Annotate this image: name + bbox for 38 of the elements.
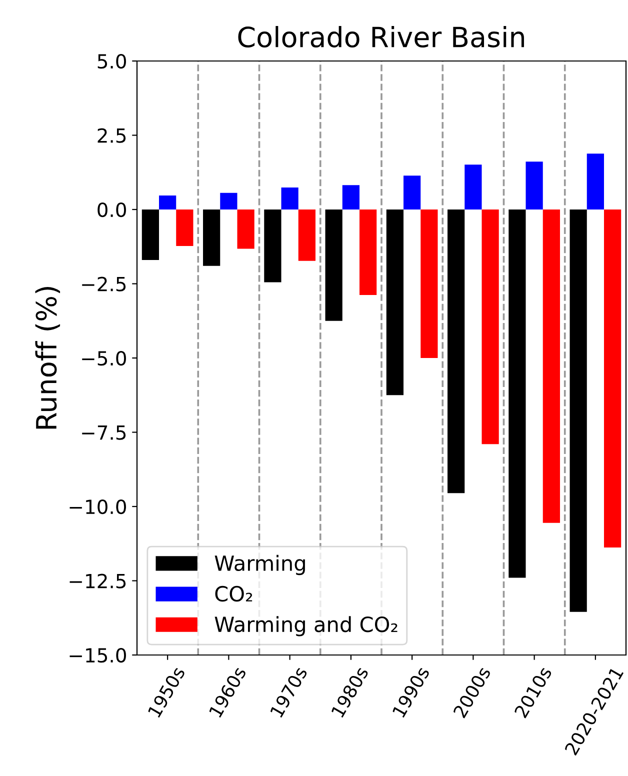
y-tick-label: −2.5	[82, 276, 126, 292]
y-tick-label: −15.0	[70, 648, 126, 663]
bar	[604, 210, 622, 548]
y-tick-label: −10.0	[70, 499, 126, 514]
bar	[264, 210, 282, 282]
legend-label: Warming	[214, 554, 305, 576]
bar	[159, 196, 176, 210]
bar	[586, 154, 604, 210]
bar	[464, 164, 482, 210]
bar	[526, 162, 543, 210]
bar	[325, 210, 342, 321]
legend-label: CO₂	[215, 586, 252, 602]
bar	[342, 185, 360, 210]
bar	[508, 210, 526, 578]
legend-label: Warming and CO₂	[214, 616, 398, 636]
y-tick-label: 0.0	[98, 202, 126, 218]
bar	[237, 210, 254, 249]
bar	[142, 210, 160, 260]
bar	[281, 188, 298, 210]
bar	[482, 210, 499, 444]
bar	[220, 192, 238, 210]
bar	[404, 176, 421, 210]
bar	[359, 210, 377, 296]
y-tick-label: 2.5	[98, 128, 126, 143]
bar	[420, 210, 438, 358]
y-tick-label: 5.0	[98, 54, 126, 69]
chart-title: Colorado River Basin	[238, 26, 524, 48]
bar	[542, 210, 560, 523]
bar	[570, 210, 587, 612]
bar	[176, 210, 194, 246]
y-tick-label: −5.0	[82, 350, 126, 366]
y-tick-label: −7.5	[82, 425, 126, 440]
bar	[203, 210, 220, 266]
bar	[298, 210, 316, 261]
bar	[386, 210, 404, 396]
y-axis-title: Runoff (%)	[35, 287, 60, 429]
bar	[448, 210, 465, 494]
y-tick-label: −12.5	[70, 574, 126, 588]
